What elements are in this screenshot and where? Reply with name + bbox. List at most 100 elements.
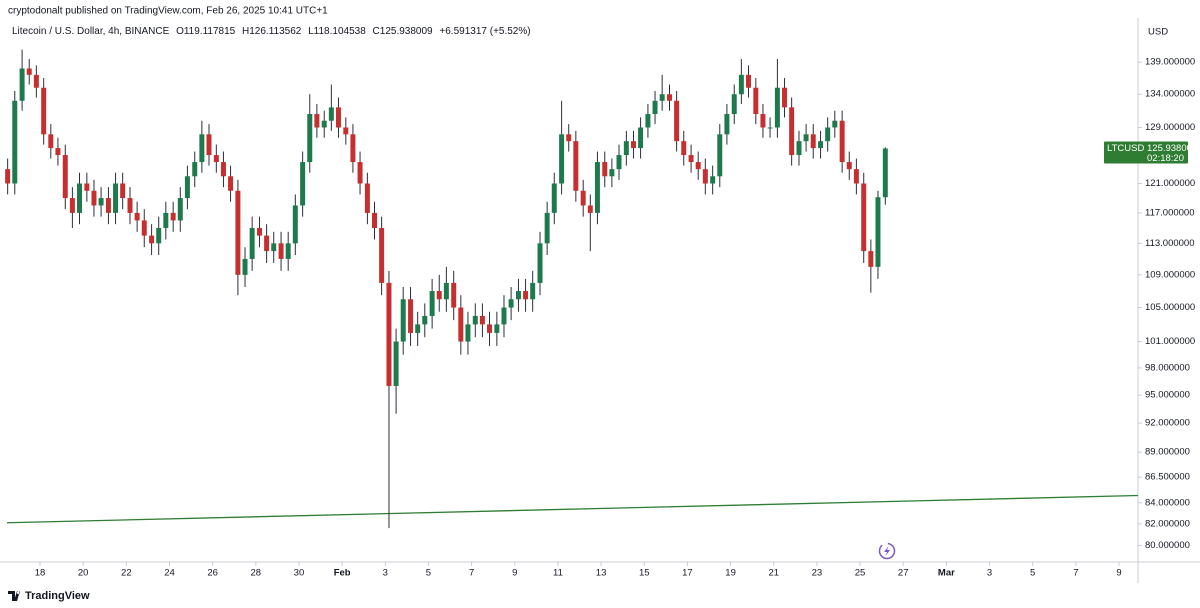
candle-body bbox=[350, 134, 356, 163]
x-tick-label: 7 bbox=[469, 568, 474, 579]
y-tick-label: 101.000000 bbox=[1145, 336, 1195, 347]
plot-area bbox=[5, 49, 1139, 529]
ohlc-value: 126.113562 bbox=[249, 26, 302, 37]
x-tick-label: 23 bbox=[812, 568, 823, 579]
y-tick-label: 80.000000 bbox=[1145, 540, 1190, 551]
last-price-symbol: LTCUSD bbox=[1107, 143, 1144, 154]
candle-body bbox=[5, 169, 11, 184]
candle-body bbox=[26, 68, 32, 75]
x-tick-label: 5 bbox=[426, 568, 431, 579]
candle-body bbox=[501, 307, 507, 325]
candle-body bbox=[343, 127, 349, 135]
candle-body bbox=[415, 324, 421, 333]
candle-body bbox=[602, 162, 608, 177]
candle-body bbox=[638, 127, 644, 149]
y-tick-label: 134.000000 bbox=[1145, 89, 1195, 100]
x-tick-label: Feb bbox=[334, 568, 351, 579]
x-tick-label: 21 bbox=[768, 568, 779, 579]
candle-body bbox=[810, 134, 816, 149]
candle-body bbox=[264, 235, 270, 252]
last-price-countdown: 02:18:20 bbox=[1147, 153, 1184, 164]
candle-body bbox=[667, 94, 672, 101]
candle-body bbox=[113, 183, 119, 213]
candle-body bbox=[285, 243, 291, 259]
brand-logo bbox=[8, 591, 21, 601]
candle-body bbox=[674, 100, 680, 142]
y-tick-label: 105.000000 bbox=[1145, 302, 1195, 313]
candle-body bbox=[33, 74, 39, 88]
candle-body bbox=[213, 155, 219, 163]
candle-body bbox=[868, 251, 874, 267]
ohlc-prefix: L bbox=[308, 26, 314, 37]
candle-body bbox=[559, 134, 565, 184]
candle-body bbox=[206, 134, 212, 156]
last-price-value: 125.938009 bbox=[1147, 143, 1197, 154]
candle-body bbox=[652, 100, 658, 115]
x-tick-label: Mar bbox=[938, 568, 955, 579]
candle-body bbox=[515, 291, 521, 300]
candle-body bbox=[846, 162, 852, 170]
candle-body bbox=[537, 243, 543, 283]
candle-body bbox=[566, 134, 572, 142]
y-tick-label: 129.000000 bbox=[1145, 122, 1195, 133]
axis-unit: USD bbox=[1148, 27, 1168, 38]
event-icon[interactable] bbox=[878, 542, 896, 560]
candle-body bbox=[710, 176, 716, 184]
x-tick-label: 27 bbox=[898, 568, 909, 579]
brand: TradingView bbox=[8, 590, 90, 602]
candle-body bbox=[832, 120, 838, 128]
y-tick-label: 92.000000 bbox=[1145, 418, 1190, 429]
candle-body bbox=[170, 212, 176, 221]
candle-body bbox=[386, 282, 392, 386]
candle-body bbox=[314, 114, 320, 128]
candle-body bbox=[292, 205, 298, 244]
candle-body bbox=[803, 134, 809, 142]
ohlc-prefix: O bbox=[176, 26, 184, 37]
candle-body bbox=[782, 87, 788, 108]
candle-body bbox=[62, 155, 68, 199]
candle-body bbox=[738, 74, 744, 95]
ohlc-value: 125.938009 bbox=[380, 26, 433, 37]
candle-body bbox=[523, 291, 529, 300]
candle-body bbox=[630, 141, 636, 149]
candle-body bbox=[199, 134, 205, 163]
publisher-line: cryptodonalt published on TradingView.co… bbox=[8, 6, 328, 17]
candle-body bbox=[192, 162, 198, 177]
x-tick-label: 26 bbox=[207, 568, 218, 579]
candle-body bbox=[753, 87, 759, 115]
candle-body bbox=[98, 198, 104, 206]
candle-body bbox=[84, 183, 90, 191]
candle-body bbox=[393, 341, 399, 386]
y-tick-label: 113.000000 bbox=[1145, 238, 1195, 249]
candle-body bbox=[41, 87, 47, 135]
candle-body bbox=[307, 114, 313, 163]
candle-body bbox=[587, 205, 593, 213]
x-tick-label: 18 bbox=[35, 568, 46, 579]
x-tick-label: 3 bbox=[987, 568, 992, 579]
candle-body bbox=[300, 162, 306, 206]
candle-body bbox=[19, 68, 25, 101]
x-tick-label: 9 bbox=[512, 568, 517, 579]
x-tick-label: 7 bbox=[1073, 568, 1078, 579]
candle-body bbox=[609, 169, 615, 177]
event-bolt bbox=[884, 546, 890, 556]
candle-body bbox=[328, 107, 334, 121]
last-price-box bbox=[1104, 141, 1188, 164]
candle-body bbox=[141, 220, 147, 236]
x-tick-label: 20 bbox=[78, 568, 89, 579]
y-tick-label: 98.000000 bbox=[1145, 362, 1190, 373]
ohlc-prefix: H bbox=[242, 26, 249, 37]
ohlc-prefix: C bbox=[373, 26, 380, 37]
y-tick-label: 82.000000 bbox=[1145, 518, 1190, 529]
candle-body bbox=[479, 315, 485, 325]
candle-body bbox=[335, 107, 341, 128]
x-tick-label: 15 bbox=[639, 568, 650, 579]
y-tick-label: 84.000000 bbox=[1145, 497, 1190, 508]
x-tick-label: 19 bbox=[725, 568, 736, 579]
candle-body bbox=[12, 100, 18, 184]
candle-body bbox=[228, 176, 234, 191]
y-tick-label: 117.000000 bbox=[1145, 207, 1195, 218]
x-tick-label: 17 bbox=[682, 568, 693, 579]
